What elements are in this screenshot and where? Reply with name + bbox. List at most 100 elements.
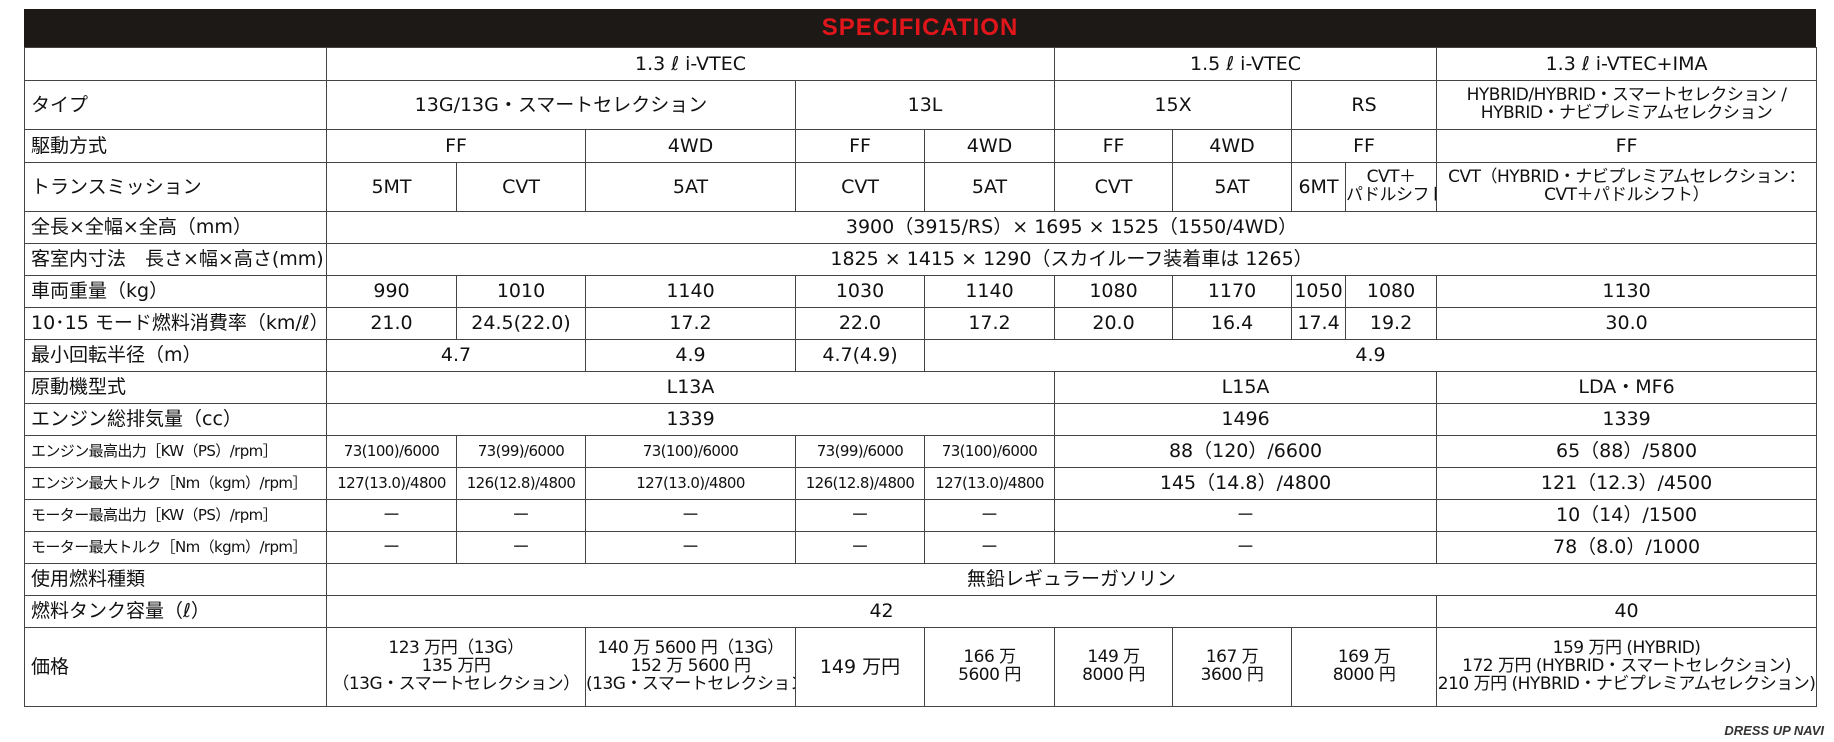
table-cell: 1080	[1054, 275, 1174, 308]
table-cell: FF	[326, 129, 586, 163]
table-cell: 169 万 8000 円	[1291, 627, 1438, 707]
table-cell: －	[1054, 531, 1438, 564]
row-label: 10･15 モード燃料消費率（km/ℓ）	[24, 307, 327, 340]
table-cell: 140 万 5600 円（13G） 152 万 5600 円 (13G・スマートセレ…	[585, 627, 796, 707]
table-cell: 10（14）/1500	[1436, 499, 1818, 532]
table-cell: 159 万円 (HYBRID) 172 万円 (HYBRID・スマートセレクション…	[1436, 627, 1818, 707]
cell-line: HYBRID・ナビプレミアムセレクション	[1480, 103, 1773, 123]
table-row: 1.3 ℓ i-VTEC 1.5 ℓ i-VTEC 1.3 ℓ i-VTEC+IMA	[24, 47, 1818, 81]
table-cell: CVT	[1054, 162, 1174, 212]
cell-line: 149 万	[1087, 647, 1140, 668]
table-cell: CVT	[456, 162, 586, 212]
table-cell: 1170	[1172, 275, 1293, 308]
table-cell: LDA・MF6	[1436, 371, 1818, 404]
table-row: 全長×全幅×全高（mm） 3900（3915/RS）× 1695 × 1525（1…	[24, 211, 1818, 244]
row-label: 全長×全幅×全高（mm）	[24, 211, 327, 244]
row-label: エンジン最大トルク［Nm（kgm）/rpm］	[24, 467, 327, 500]
cell-line: HYBRID/HYBRID・スマートセレクション /	[1466, 85, 1787, 106]
table-cell: 1.3 ℓ i-VTEC	[325, 47, 1056, 81]
cell-line: 169 万	[1337, 647, 1391, 668]
table-cell: 121（12.3）/4500	[1436, 467, 1818, 500]
table-cell: FF	[795, 129, 925, 163]
table-row: 燃料タンク容量（ℓ） 42 40	[24, 595, 1818, 628]
table-cell: 22.0	[795, 307, 925, 340]
row-label: モーター最大トルク［Nm（kgm）/rpm］	[24, 531, 327, 564]
table-cell: －	[923, 531, 1056, 564]
table-cell: 13L	[794, 80, 1056, 130]
cell-line: パドルシフト	[1346, 185, 1437, 205]
table-cell: 990	[326, 275, 457, 308]
table-cell: 17.4	[1291, 307, 1347, 340]
row-label: 駆動方式	[24, 129, 327, 163]
watermark: DRESS UP NAVI	[1724, 723, 1824, 738]
cell-line: 3600 円	[1200, 665, 1264, 685]
table-cell: －	[456, 499, 586, 532]
table-cell: CVT	[795, 162, 925, 212]
table-cell: 5MT	[326, 162, 457, 212]
row-label: エンジン最高出力［KW（PS）/rpm］	[24, 435, 327, 468]
table-cell: 30.0	[1436, 307, 1818, 340]
table-cell: 13G/13G・スマートセレクション	[326, 80, 796, 130]
table-cell: 73(99)/6000	[795, 435, 925, 468]
cell-line: 123 万円（13G）	[388, 638, 524, 659]
row-label: タイプ	[24, 80, 327, 130]
table-cell: 6MT	[1291, 162, 1347, 212]
row-label: エンジン総排気量（cc）	[24, 403, 327, 436]
table-cell: L15A	[1054, 371, 1438, 404]
table-cell: 5AT	[1172, 162, 1293, 212]
table-cell: 73(100)/6000	[923, 435, 1056, 468]
table-cell: －	[795, 499, 925, 532]
table-cell: 1.3 ℓ i-VTEC+IMA	[1436, 47, 1818, 81]
table-cell: CVT（HYBRID・ナビプレミアムセレクション： CVT＋パドルシフト）	[1436, 162, 1818, 212]
cell-line: 8000 円	[1082, 665, 1145, 685]
table-cell: 1339	[325, 403, 1056, 436]
row-label: 燃料タンク容量（ℓ）	[24, 595, 327, 628]
row-label: 価格	[24, 627, 327, 707]
table-cell: 1080	[1345, 275, 1438, 308]
table-cell: 166 万 5600 円	[923, 627, 1056, 707]
table-cell: 73(100)/6000	[585, 435, 796, 468]
table-row: エンジン最大トルク［Nm（kgm）/rpm］ 127(13.0)/4800 126(…	[24, 467, 1818, 500]
table-cell: 73(99)/6000	[456, 435, 586, 468]
table-cell: 1130	[1436, 275, 1818, 308]
cell-line: 135 万円	[421, 656, 491, 677]
cell-line: (13G・スマートセレクション)	[586, 673, 796, 694]
table-cell: 19.2	[1345, 307, 1438, 340]
row-label: 最小回転半径（m）	[24, 339, 327, 372]
table-cell: －	[1054, 499, 1438, 532]
cell-line: 159 万円 (HYBRID)	[1552, 638, 1701, 659]
cell-line: 5600 円	[958, 665, 1021, 685]
table-cell: FF	[1436, 129, 1818, 163]
table-cell: HYBRID/HYBRID・スマートセレクション / HYBRID・ナビプレミアム…	[1436, 80, 1818, 130]
table-cell: 4.7(4.9)	[795, 339, 925, 372]
cell-line: 8000 円	[1332, 665, 1396, 685]
table-cell: 15X	[1054, 80, 1293, 130]
table-cell: 17.2	[585, 307, 796, 340]
table-cell: CVT＋ パドルシフト	[1345, 162, 1438, 212]
table-row: 10･15 モード燃料消費率（km/ℓ） 21.0 24.5(22.0) 17.2 22…	[24, 307, 1818, 340]
table-cell: 1140	[923, 275, 1056, 308]
table-cell: FF	[1291, 129, 1438, 163]
cell-line: 152 万 5600 円	[630, 656, 751, 677]
table-cell: FF	[1054, 129, 1174, 163]
cell-line: 166 万	[963, 647, 1016, 668]
table-row: トランスミッション 5MT CVT 5AT CVT 5AT CVT 5AT 6MT CVT＋ パドル…	[24, 162, 1818, 212]
table-cell: －	[456, 531, 586, 564]
table-row: 価格 123 万円（13G） 135 万円 （13G・スマートセレクション） 140 万…	[24, 627, 1818, 707]
table-cell: 149 万円	[795, 627, 925, 707]
cell-line: 140 万 5600 円（13G）	[597, 638, 784, 659]
table-cell: 5AT	[923, 162, 1056, 212]
table-title: SPECIFICATION	[24, 9, 1816, 47]
cell-line: 172 万円 (HYBRID・スマートセレクション)	[1462, 656, 1791, 677]
table-cell: L13A	[325, 371, 1056, 404]
table-cell: 126(12.8)/4800	[456, 467, 586, 500]
table-cell: 127(13.0)/4800	[585, 467, 796, 500]
table-cell: 145（14.8）/4800	[1054, 467, 1438, 500]
table-cell: 1140	[585, 275, 796, 308]
table-cell: 4.9	[923, 339, 1818, 372]
cell-line: CVT＋	[1366, 167, 1416, 188]
table-cell: 24.5(22.0)	[456, 307, 586, 340]
table-cell: 149 万 8000 円	[1054, 627, 1174, 707]
table-row: エンジン最高出力［KW（PS）/rpm］ 73(100)/6000 73(99)/6…	[24, 435, 1818, 468]
